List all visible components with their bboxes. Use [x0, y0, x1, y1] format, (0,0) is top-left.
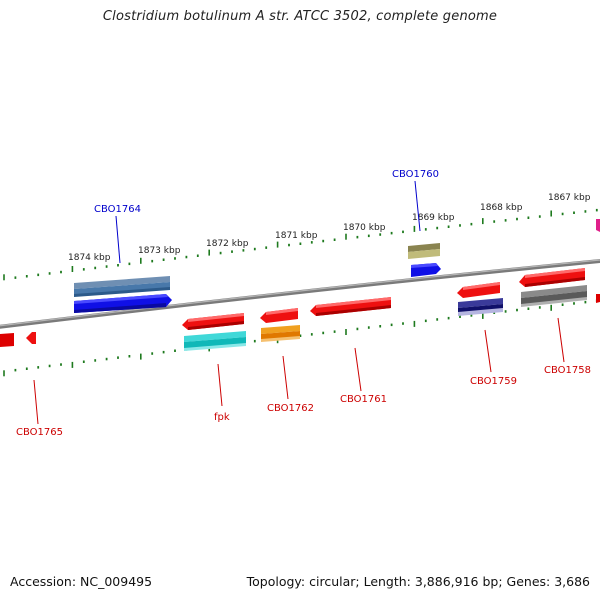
scale-label-1867: 1867 kbp	[548, 193, 591, 203]
leader-cbo1758	[557, 317, 565, 363]
leader-cbo1765	[33, 379, 39, 425]
genome-summary-text: Topology: circular; Length: 3,886,916 bp…	[246, 574, 590, 589]
scale-ruler-lower	[3, 299, 598, 377]
label-cbo1760[interactable]: CBO1760	[392, 169, 439, 180]
scale-label-1874: 1874 kbp	[68, 253, 111, 263]
scale-label-1871: 1871 kbp	[275, 231, 318, 241]
label-cbo1765[interactable]: CBO1765	[16, 427, 63, 438]
label-cbo1761[interactable]: CBO1761	[340, 394, 387, 405]
leader-cbo1764	[115, 215, 121, 264]
scale-label-1872: 1872 kbp	[206, 239, 249, 249]
gene-cbo1765-left[interactable]	[0, 332, 36, 347]
leader-cbo1759	[484, 329, 492, 373]
label-cbo1762[interactable]: CBO1762	[267, 403, 314, 414]
gene-cbo1764-lower[interactable]	[74, 294, 172, 313]
gene-cbo1761[interactable]	[310, 297, 391, 316]
gene-fpk-cyan[interactable]	[184, 331, 246, 351]
gene-cbo1760-lower[interactable]	[411, 263, 441, 277]
leader-cbo1762	[282, 355, 289, 400]
label-cbo1759[interactable]: CBO1759	[470, 376, 517, 387]
gene-cbo1764-upper[interactable]	[74, 276, 170, 297]
map-title: Clostridium botulinum A str. ATCC 3502, …	[102, 9, 498, 24]
scale-label-1873: 1873 kbp	[138, 246, 181, 256]
gene-cbo1760-upper[interactable]	[408, 243, 440, 259]
gene-cbo1762-orange[interactable]	[261, 325, 300, 342]
leader-fpk	[217, 363, 223, 407]
scale-labels: 1874 kbp 1873 kbp 1872 kbp 1871 kbp 1870…	[68, 193, 591, 263]
label-cbo1758[interactable]: CBO1758	[544, 365, 591, 376]
leader-cbo1761	[354, 347, 362, 392]
gene-cbo1758-gray[interactable]	[521, 285, 587, 307]
gene-pink-edge[interactable]	[596, 219, 600, 232]
scale-label-1869: 1869 kbp	[412, 213, 455, 223]
gene-fpk-red[interactable]	[182, 313, 244, 330]
leader-cbo1760	[414, 180, 421, 232]
label-cbo1764[interactable]: CBO1764	[94, 204, 141, 215]
gene-cbo1759-navy[interactable]	[458, 298, 503, 316]
gene-right-edge[interactable]	[596, 294, 600, 303]
scale-label-1868: 1868 kbp	[480, 203, 523, 213]
genome-backbone	[0, 258, 600, 329]
gene-cbo1762-red[interactable]	[260, 308, 298, 323]
gene-cbo1758-red[interactable]	[519, 268, 585, 287]
scale-label-1870: 1870 kbp	[343, 223, 386, 233]
gene-cbo1759-red[interactable]	[457, 282, 500, 298]
scale-ruler-upper	[3, 208, 598, 281]
label-fpk[interactable]: fpk	[214, 412, 230, 423]
accession-text: Accession: NC_009495	[10, 574, 153, 589]
